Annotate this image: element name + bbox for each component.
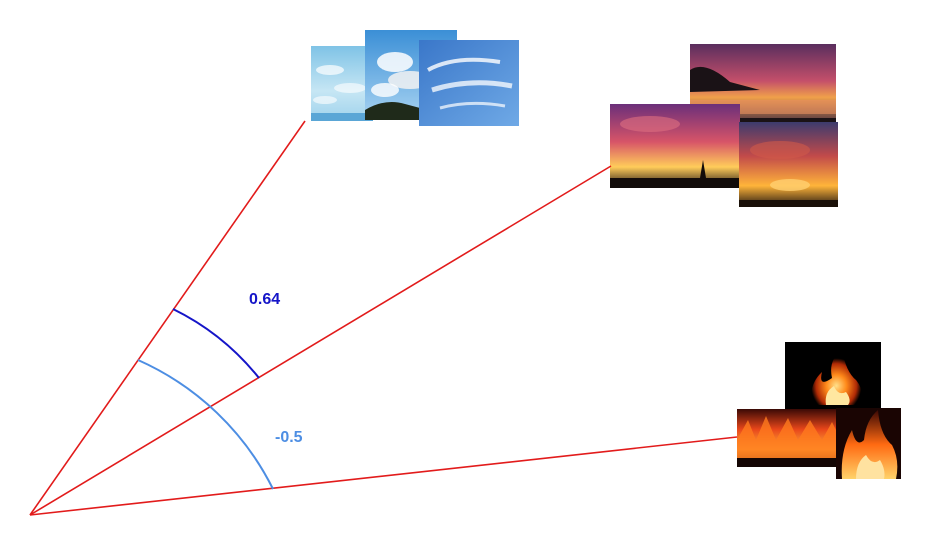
angle-label-negative: -0.5	[275, 429, 303, 446]
ray-group	[29, 120, 738, 516]
fire-image-3	[836, 408, 901, 479]
ray-sunsets	[29, 165, 612, 516]
angle-arc-clouds-fire	[137, 359, 274, 490]
fire-image-group	[737, 342, 901, 479]
fire-image-2	[737, 409, 841, 467]
angle-label-positive: 0.64	[249, 291, 280, 308]
sunset-image-group	[610, 44, 838, 207]
fire-image-1	[785, 342, 881, 409]
cloud-image-1	[311, 46, 373, 121]
cloud-image-3	[419, 40, 519, 126]
cloud-image-group	[311, 30, 519, 126]
ray-fire	[29, 436, 738, 516]
sunset-image-2	[610, 104, 740, 188]
sunset-image-3	[739, 122, 838, 207]
angle-arc-clouds-sunsets	[172, 308, 260, 379]
ray-clouds	[29, 120, 306, 516]
